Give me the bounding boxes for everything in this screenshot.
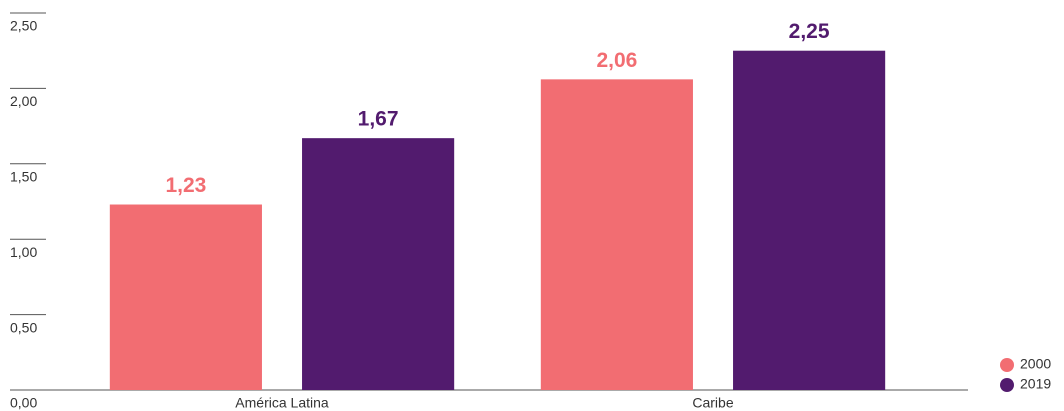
x-tick-label: Caribe bbox=[692, 395, 733, 411]
value-label: 2,06 bbox=[596, 49, 637, 72]
y-tick-label: 0,50 bbox=[10, 319, 37, 335]
x-tick-label: América Latina bbox=[235, 395, 329, 411]
value-label: 2,25 bbox=[789, 20, 830, 43]
legend-swatch bbox=[1000, 358, 1014, 372]
bar bbox=[733, 50, 886, 390]
value-label: 1,23 bbox=[165, 174, 206, 197]
y-tick-label: 2,50 bbox=[10, 18, 37, 34]
bar bbox=[302, 138, 455, 390]
y-tick-label: 2,00 bbox=[10, 93, 37, 109]
value-label: 1,67 bbox=[358, 108, 399, 131]
y-tick-label: 0,00 bbox=[10, 395, 37, 411]
y-tick-label: 1,00 bbox=[10, 244, 37, 260]
y-tick-label: 1,50 bbox=[10, 169, 37, 185]
bar bbox=[540, 79, 693, 391]
bar bbox=[109, 204, 262, 390]
legend-label: 2019 bbox=[1020, 376, 1051, 392]
legend-label: 2000 bbox=[1020, 356, 1051, 372]
legend-swatch bbox=[1000, 378, 1014, 392]
